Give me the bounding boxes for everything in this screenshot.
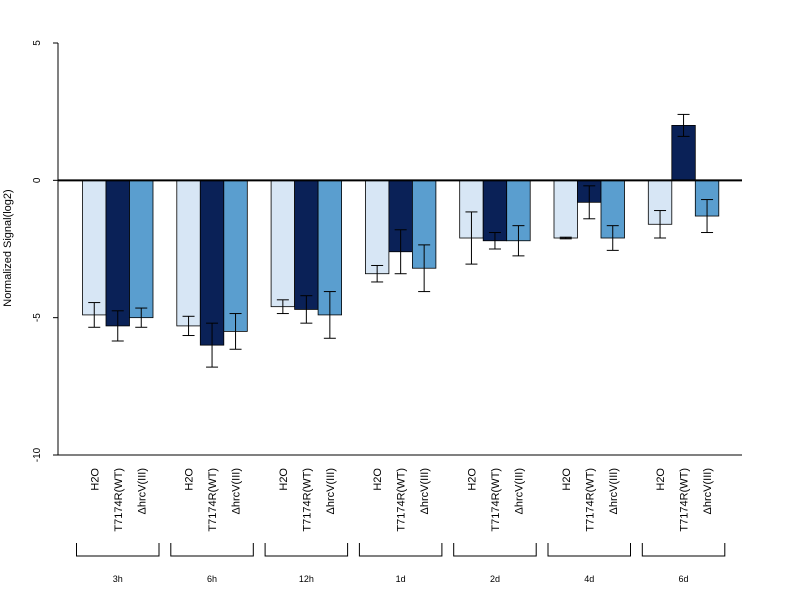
group-bracket xyxy=(170,543,254,557)
group-label: 3h xyxy=(113,574,123,584)
x-tick-label: ΔhrcV(III) xyxy=(136,468,148,514)
bar xyxy=(82,179,107,316)
x-tick-label: ΔhrcV(III) xyxy=(608,468,620,514)
y-tick-label: 5 xyxy=(32,40,43,46)
group-brackets: 3h 6h 12h 1d 2d 4d 6d xyxy=(76,543,726,584)
x-tick-label: T7174R(WT) xyxy=(679,468,691,532)
group-label: 1d xyxy=(396,574,406,584)
x-tick-label: ΔhrcV(III) xyxy=(513,468,525,514)
y-tick-label: 0 xyxy=(32,177,43,183)
group-bracket xyxy=(264,543,349,557)
group-bracket xyxy=(547,543,631,557)
x-tick-label: H2O xyxy=(89,468,101,491)
bar xyxy=(105,179,130,327)
error-bars xyxy=(88,113,714,368)
group-label: 6d xyxy=(679,574,689,584)
x-tick-label: H2O xyxy=(278,468,290,491)
bar xyxy=(364,179,390,275)
x-tick-label: H2O xyxy=(655,468,667,491)
bar xyxy=(482,179,508,242)
group-bracket xyxy=(358,543,443,557)
x-tick-label: T7174R(WT) xyxy=(490,468,502,532)
x-tick-label: T7174R(WT) xyxy=(113,468,125,532)
bar xyxy=(270,179,296,308)
x-tick-label: T7174R(WT) xyxy=(396,468,408,532)
group-bracket xyxy=(641,543,726,557)
bar xyxy=(553,179,578,239)
group-bracket xyxy=(453,543,537,557)
bar xyxy=(294,179,319,310)
group-bracket xyxy=(76,543,160,557)
x-tick-label: H2O xyxy=(184,468,196,491)
group-label: 6h xyxy=(207,574,217,584)
x-tick-label: ΔhrcV(III) xyxy=(231,468,243,514)
x-tick-label: T7174R(WT) xyxy=(301,468,313,532)
y-axis: 5 0 -5 -10 xyxy=(32,40,59,462)
x-tick-label: H2O xyxy=(561,468,573,491)
x-tick-label: ΔhrcV(III) xyxy=(419,468,431,514)
y-axis-label: Normalized Signal(log2) xyxy=(2,189,14,306)
group-label: 2d xyxy=(490,574,500,584)
x-tick-labels: H2O T7174R(WT) ΔhrcV(III) H2O T7174R(WT) Δhrc… xyxy=(89,468,714,532)
x-tick-label: T7174R(WT) xyxy=(584,468,596,532)
group-label: 12h xyxy=(299,574,314,584)
bar xyxy=(176,179,201,327)
y-tick-label: -10 xyxy=(32,447,43,462)
y-tick-label: -5 xyxy=(32,313,43,322)
bar xyxy=(223,179,248,332)
x-tick-label: ΔhrcV(III) xyxy=(702,468,714,514)
group-label: 4d xyxy=(584,574,594,584)
x-tick-label: T7174R(WT) xyxy=(207,468,219,532)
bar xyxy=(129,179,154,319)
bar xyxy=(199,179,225,346)
x-tick-label: ΔhrcV(III) xyxy=(325,468,337,514)
x-tick-label: H2O xyxy=(372,468,384,491)
x-tick-label: H2O xyxy=(466,468,478,491)
